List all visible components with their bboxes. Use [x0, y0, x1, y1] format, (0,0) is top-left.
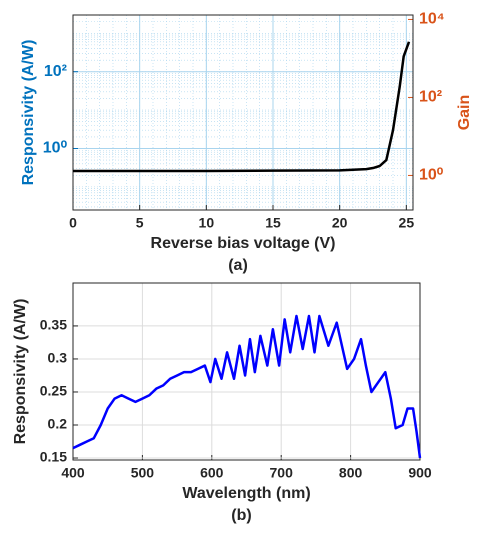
x-tick-label: 800 — [339, 465, 363, 481]
x-tick-label: 400 — [61, 465, 85, 481]
x-tick-label: 20 — [332, 215, 348, 231]
y-axis-label: Responsivity (A/W) — [20, 40, 37, 186]
x-tick-label: 10 — [199, 215, 215, 231]
y2-tick-label: 10⁰ — [419, 167, 444, 184]
x-tick-label: 900 — [408, 465, 432, 481]
y-tick-label: 0.15 — [40, 449, 67, 465]
x-tick-label: 700 — [270, 465, 294, 481]
y-tick-label: 0.25 — [40, 383, 67, 399]
data-line — [72, 314, 422, 459]
y-axis-label: Responsivity (A/W) — [12, 299, 29, 445]
y-tick-label: 10⁰ — [43, 140, 68, 157]
x-tick-label: 5 — [136, 215, 144, 231]
y-tick-label: 0.3 — [48, 350, 68, 366]
x-axis-label: Wavelength (nm) — [182, 485, 310, 502]
caption: (b) — [231, 507, 251, 524]
x-tick-label: 25 — [399, 215, 415, 231]
x-tick-label: 0 — [69, 215, 77, 231]
data-line — [73, 41, 411, 173]
plot-frame — [72, 14, 414, 211]
y-tick-label: 0.2 — [48, 416, 68, 432]
x-tick-label: 600 — [200, 465, 224, 481]
x-tick-label: 15 — [265, 215, 281, 231]
y2-tick-label: 10² — [419, 89, 442, 106]
x-tick-label: 500 — [131, 465, 155, 481]
y-tick-label: 10² — [44, 63, 67, 80]
plot-frame — [72, 282, 421, 461]
y2-axis-label: Gain — [456, 95, 473, 131]
y2-tick-label: 10⁴ — [419, 11, 445, 28]
x-axis-label: Reverse bias voltage (V) — [151, 235, 336, 252]
caption: (a) — [228, 257, 248, 274]
y-tick-label: 0.35 — [40, 317, 67, 333]
